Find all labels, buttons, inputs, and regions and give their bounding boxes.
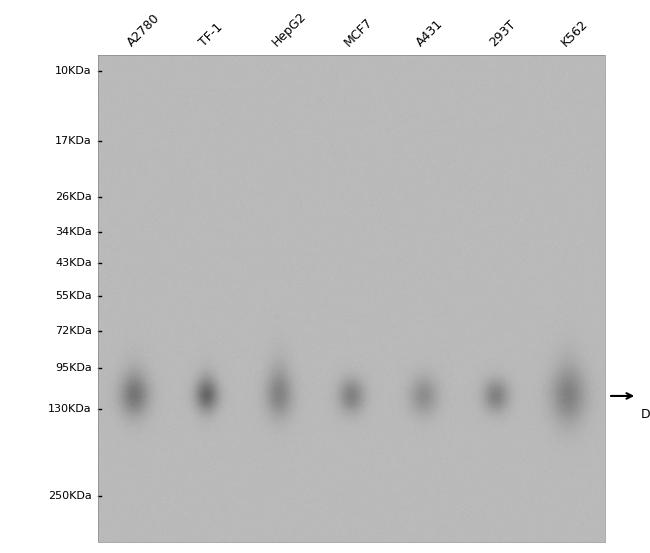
Text: 34KDa: 34KDa bbox=[55, 227, 92, 237]
Text: MCF7: MCF7 bbox=[342, 15, 376, 49]
Text: 250KDa: 250KDa bbox=[48, 491, 92, 500]
Text: 26KDa: 26KDa bbox=[55, 192, 92, 202]
Text: DCTN1: DCTN1 bbox=[641, 408, 650, 421]
Text: HepG2: HepG2 bbox=[269, 10, 309, 49]
Text: A431: A431 bbox=[414, 17, 446, 49]
Text: 10KDa: 10KDa bbox=[55, 65, 92, 76]
Text: 55KDa: 55KDa bbox=[55, 291, 92, 301]
Text: 17KDa: 17KDa bbox=[55, 135, 92, 145]
Text: K562: K562 bbox=[559, 18, 591, 49]
Text: 95KDa: 95KDa bbox=[55, 363, 92, 373]
Text: TF-1: TF-1 bbox=[197, 21, 226, 49]
Text: 43KDa: 43KDa bbox=[55, 258, 92, 268]
Text: 130KDa: 130KDa bbox=[48, 404, 92, 414]
Text: 72KDa: 72KDa bbox=[55, 326, 92, 336]
FancyBboxPatch shape bbox=[98, 55, 604, 542]
Text: 293T: 293T bbox=[487, 18, 518, 49]
Text: A2780: A2780 bbox=[125, 12, 162, 49]
